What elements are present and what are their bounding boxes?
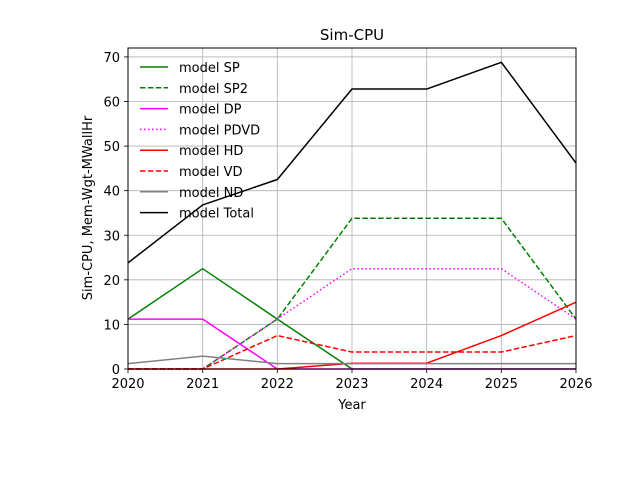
x-tick-label: 2021 bbox=[186, 377, 219, 392]
grid bbox=[127, 48, 577, 370]
legend-label-model-hd: model HD bbox=[179, 144, 243, 159]
x-axis: 2020 2021 2022 2023 2024 2025 2026 bbox=[111, 369, 593, 392]
x-tick-label: 2024 bbox=[410, 377, 443, 392]
legend-label-model-total: model Total bbox=[179, 207, 254, 222]
y-axis: 0 10 20 30 40 50 60 70 bbox=[103, 51, 128, 378]
y-tick-label: 40 bbox=[103, 185, 120, 200]
x-axis-label: Year bbox=[337, 398, 366, 413]
x-tick-label: 2022 bbox=[261, 377, 294, 392]
series-line-model-total bbox=[127, 61, 577, 264]
x-tick-label: 2026 bbox=[559, 377, 592, 392]
legend-label-model-nd: model ND bbox=[179, 186, 243, 201]
x-tick-label: 2020 bbox=[111, 377, 144, 392]
legend-label-model-vd: model VD bbox=[179, 165, 243, 180]
legend-label-model-sp2: model SP2 bbox=[179, 82, 248, 97]
legend-label-model-dp: model DP bbox=[179, 103, 242, 118]
series-line-model-nd bbox=[127, 355, 576, 365]
legend: model SP model SP2 model DP model PDVD model… bbox=[140, 61, 260, 222]
y-axis-label: Sim-CPU, Mem-Wgt-MWallHr bbox=[81, 115, 96, 300]
legend-label-model-pdvd: model PDVD bbox=[179, 123, 260, 138]
x-tick-label: 2025 bbox=[485, 377, 518, 392]
y-tick-label: 10 bbox=[103, 318, 120, 333]
y-tick-label: 50 bbox=[103, 140, 120, 155]
chart-title: Sim-CPU bbox=[320, 26, 384, 44]
y-tick-label: 30 bbox=[103, 229, 120, 244]
x-tick-label: 2023 bbox=[335, 377, 368, 392]
y-tick-label: 60 bbox=[103, 96, 120, 111]
y-tick-label: 0 bbox=[112, 363, 120, 378]
y-tick-label: 20 bbox=[103, 274, 120, 289]
y-tick-label: 70 bbox=[103, 51, 120, 66]
legend-label-model-sp: model SP bbox=[179, 61, 240, 76]
